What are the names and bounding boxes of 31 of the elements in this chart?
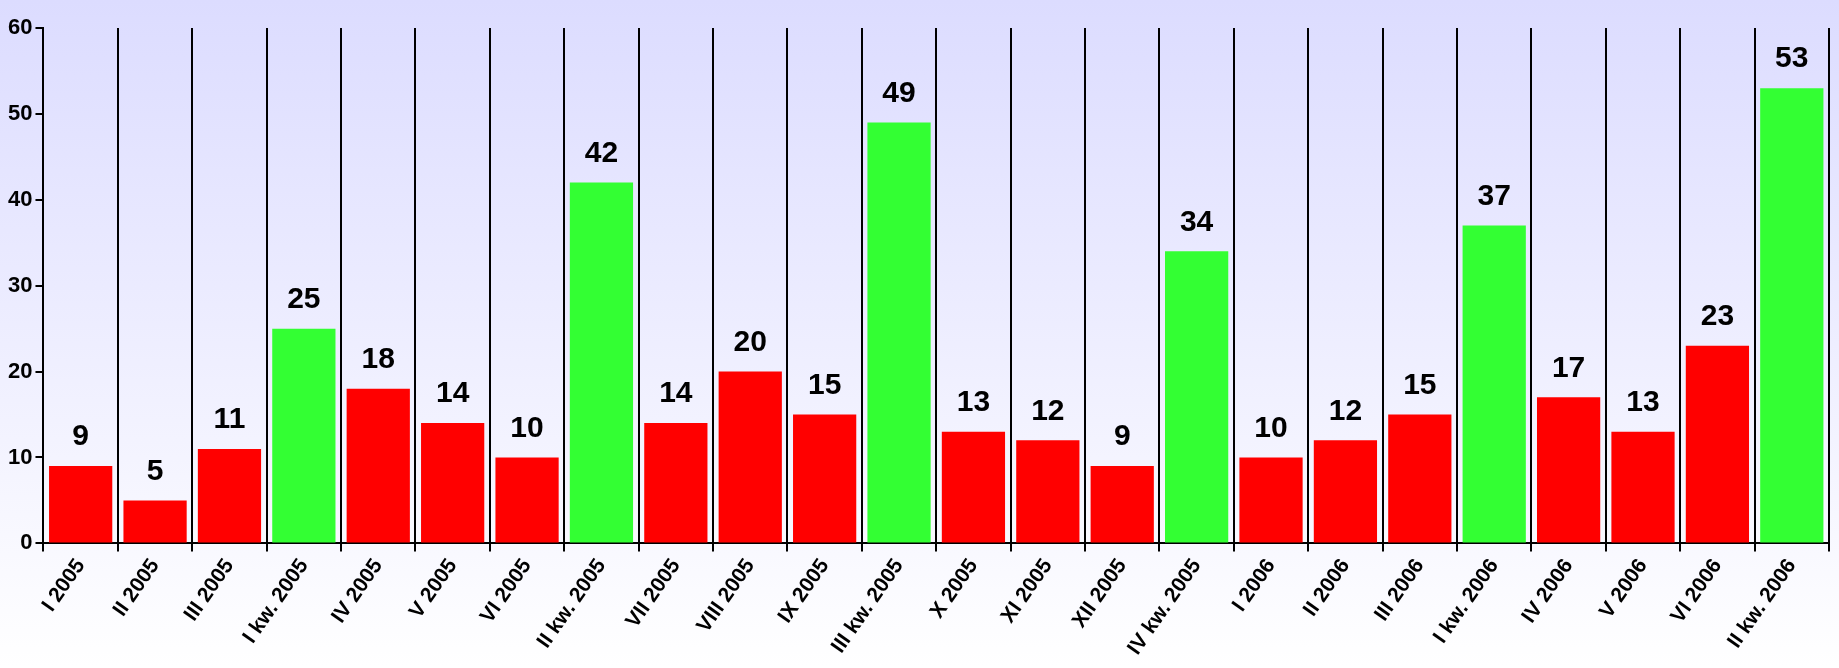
data-label: 18 bbox=[361, 341, 395, 375]
data-label: 23 bbox=[1700, 298, 1735, 332]
data-label: 10 bbox=[510, 409, 544, 443]
data-label: 15 bbox=[807, 366, 842, 400]
y-tick-label: 60 bbox=[7, 14, 33, 40]
data-label: 15 bbox=[1403, 366, 1437, 400]
y-tick-label: 10 bbox=[7, 443, 33, 469]
y-tick-label: 20 bbox=[7, 357, 33, 383]
data-label: 5 bbox=[146, 452, 164, 486]
data-label: 11 bbox=[213, 401, 246, 435]
data-label: 12 bbox=[1328, 392, 1363, 426]
data-label: 42 bbox=[584, 134, 619, 168]
data-label: 14 bbox=[435, 375, 470, 409]
data-label: 13 bbox=[956, 383, 991, 417]
data-label: 12 bbox=[1031, 392, 1065, 426]
data-label: 37 bbox=[1477, 177, 1511, 211]
y-tick-label: 0 bbox=[20, 529, 33, 555]
data-label: 49 bbox=[882, 74, 916, 108]
data-label: 13 bbox=[1626, 383, 1660, 417]
y-tick-label: 50 bbox=[7, 99, 33, 125]
data-label: 53 bbox=[1775, 40, 1809, 74]
data-label: 9 bbox=[1113, 418, 1131, 452]
data-label: 25 bbox=[287, 280, 321, 314]
data-label: 10 bbox=[1254, 409, 1288, 443]
data-label: 14 bbox=[659, 375, 693, 409]
y-tick-label: 40 bbox=[7, 185, 33, 211]
data-label: 20 bbox=[733, 323, 767, 357]
y-tick-label: 30 bbox=[7, 271, 33, 297]
data-label: 17 bbox=[1551, 349, 1586, 383]
data-label: 9 bbox=[72, 418, 90, 452]
data-label: 34 bbox=[1179, 203, 1214, 237]
